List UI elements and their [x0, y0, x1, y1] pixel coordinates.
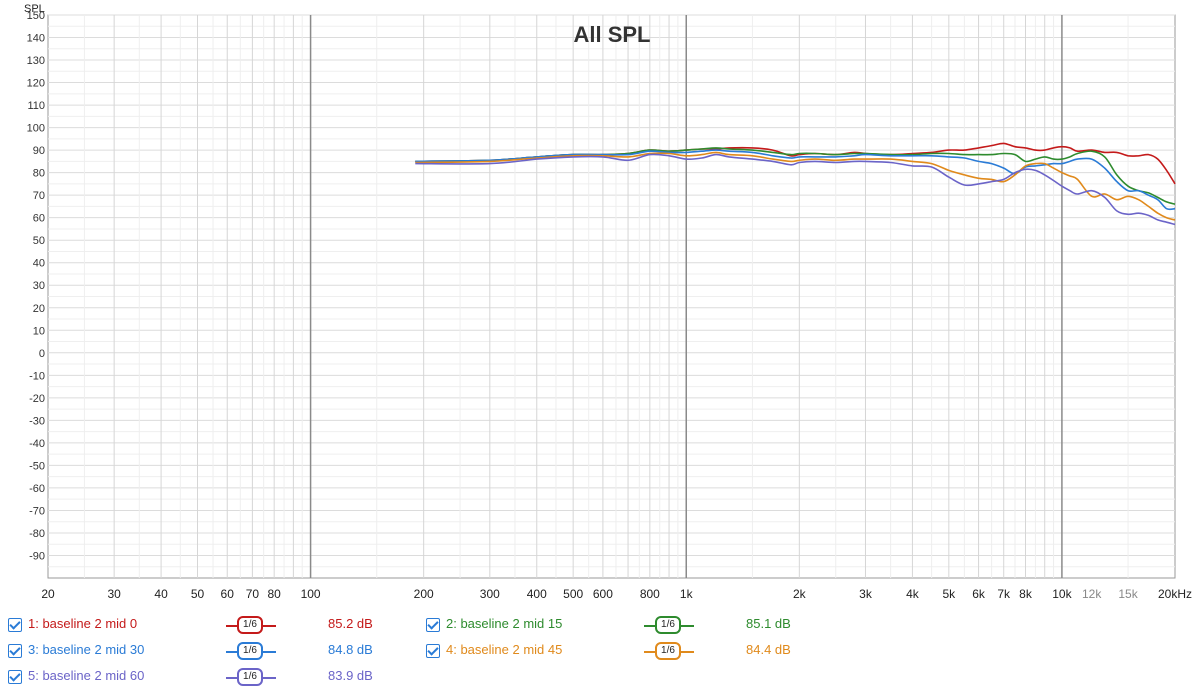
y-axis-label: SPL: [24, 3, 45, 15]
y-tick-label: -30: [29, 415, 45, 427]
x-tick-label: 3k: [859, 587, 873, 601]
y-tick-label: -50: [29, 460, 45, 472]
y-tick-label: 150: [27, 10, 45, 22]
y-tick-label: -10: [29, 370, 45, 382]
y-tick-label: 20: [33, 303, 45, 315]
legend-checkbox[interactable]: [426, 618, 440, 632]
smoothing-label: 1/6: [237, 668, 263, 686]
x-tick-label: 15k: [1118, 587, 1138, 601]
legend-checkbox[interactable]: [8, 618, 22, 632]
y-axis-ticks: 1501401301201101009080706050403020100-10…: [27, 10, 45, 562]
y-tick-label: 90: [33, 145, 45, 157]
legend-item: 4: baseline 2 mid 45 1/6 84.4 dB: [426, 640, 826, 662]
y-tick-label: -80: [29, 528, 45, 540]
legend-value: 85.1 dB: [746, 616, 791, 631]
legend-label: 4: baseline 2 mid 45: [446, 642, 563, 657]
y-tick-label: 30: [33, 280, 45, 292]
legend-label: 3: baseline 2 mid 30: [28, 642, 145, 657]
x-tick-label: 400: [527, 587, 547, 601]
x-tick-label: 500: [563, 587, 583, 601]
series-line-5: [415, 153, 1176, 226]
x-tick-label: 300: [480, 587, 500, 601]
y-tick-label: -20: [29, 393, 45, 405]
x-tick-label: 12k: [1082, 587, 1102, 601]
smoothing-button[interactable]: 1/6: [226, 666, 276, 688]
smoothing-button[interactable]: 1/6: [226, 614, 276, 636]
x-tick-label: 6k: [972, 587, 986, 601]
y-tick-label: 40: [33, 258, 45, 270]
x-tick-label: 10k: [1052, 587, 1072, 601]
y-tick-label: -70: [29, 505, 45, 517]
x-tick-label: 80: [267, 587, 281, 601]
y-tick-label: 140: [27, 33, 45, 45]
legend-value: 83.9 dB: [328, 668, 373, 683]
y-tick-label: 110: [27, 100, 45, 112]
smoothing-button[interactable]: 1/6: [644, 640, 694, 662]
x-axis-ticks: 20 30 40 50 60 70 80 100 200 300 400 500 600 800 1k 2k 3…: [41, 587, 1192, 601]
legend-checkbox[interactable]: [8, 644, 22, 658]
y-tick-label: 10: [33, 325, 45, 337]
legend-value: 84.8 dB: [328, 642, 373, 657]
x-tick-label: 20kHz: [1158, 587, 1192, 601]
grid-major: [309, 15, 1063, 578]
x-tick-label: 70: [246, 587, 260, 601]
legend-label: 1: baseline 2 mid 0: [28, 616, 138, 631]
x-tick-label: 600: [593, 587, 613, 601]
x-tick-label: 60: [221, 587, 235, 601]
smoothing-label: 1/6: [237, 642, 263, 660]
legend-checkbox[interactable]: [426, 644, 440, 658]
legend: 1: baseline 2 mid 0 1/6 85.2 dB 2: baseline…: [0, 612, 1200, 691]
x-tick-label: 50: [191, 587, 205, 601]
y-tick-label: -60: [29, 483, 45, 495]
legend-label: 5: baseline 2 mid 60: [28, 668, 145, 683]
legend-item: 1: baseline 2 mid 0 1/6 85.2 dB: [8, 614, 408, 636]
legend-checkbox[interactable]: [8, 670, 22, 684]
y-tick-label: 130: [27, 55, 45, 67]
x-tick-label: 30: [107, 587, 121, 601]
smoothing-label: 1/6: [655, 642, 681, 660]
y-tick-label: -40: [29, 438, 45, 450]
smoothing-button[interactable]: 1/6: [644, 614, 694, 636]
x-tick-label: 40: [154, 587, 168, 601]
series-line-3: [415, 149, 1176, 211]
y-tick-label: 70: [33, 190, 45, 202]
legend-item: 3: baseline 2 mid 30 1/6 84.8 dB: [8, 640, 408, 662]
legend-item: 2: baseline 2 mid 15 1/6 85.1 dB: [426, 614, 826, 636]
y-tick-label: 50: [33, 235, 45, 247]
y-tick-label: 0: [39, 348, 45, 360]
smoothing-label: 1/6: [655, 616, 681, 634]
legend-label: 2: baseline 2 mid 15: [446, 616, 563, 631]
y-tick-label: 60: [33, 213, 45, 225]
x-tick-label: 800: [640, 587, 660, 601]
x-tick-label: 100: [301, 587, 321, 601]
grid-minor: [48, 14, 1175, 578]
x-tick-label: 4k: [906, 587, 920, 601]
x-tick-label: 7k: [997, 587, 1011, 601]
chart-title: All SPL: [573, 22, 650, 47]
x-tick-label: 2k: [793, 587, 807, 601]
series-line-2: [415, 147, 1176, 205]
x-tick-label: 20: [41, 587, 55, 601]
series-group: [415, 142, 1176, 226]
x-tick-label: 1k: [680, 587, 694, 601]
y-tick-label: 80: [33, 168, 45, 180]
smoothing-button[interactable]: 1/6: [226, 640, 276, 662]
y-tick-label: 120: [27, 78, 45, 90]
legend-value: 85.2 dB: [328, 616, 373, 631]
x-tick-label: 5k: [942, 587, 956, 601]
y-tick-label: -90: [29, 550, 45, 562]
x-tick-label: 200: [414, 587, 434, 601]
smoothing-label: 1/6: [237, 616, 263, 634]
y-tick-label: 100: [27, 123, 45, 135]
spl-chart: 1501401301201101009080706050403020100-10…: [24, 3, 1192, 601]
x-tick-label: 8k: [1019, 587, 1033, 601]
legend-item: 5: baseline 2 mid 60 1/6 83.9 dB: [8, 666, 408, 688]
legend-value: 84.4 dB: [746, 642, 791, 657]
